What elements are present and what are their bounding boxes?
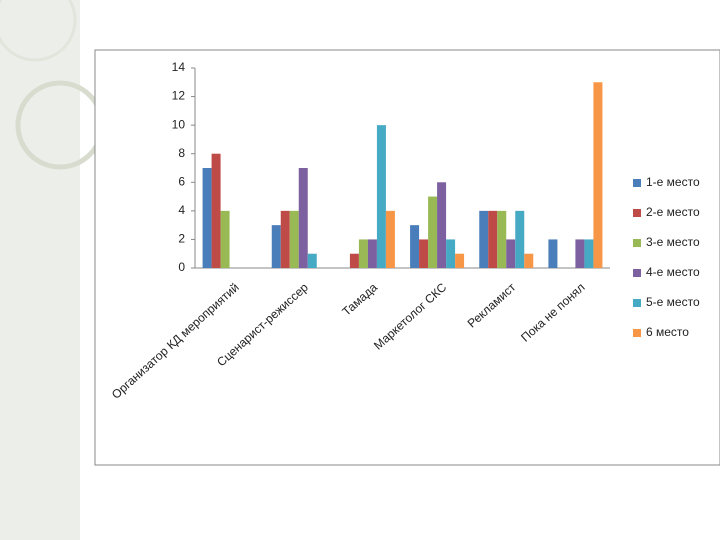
y-tick-label: 2 [178, 232, 185, 246]
side-strip [0, 0, 80, 540]
bar [358, 239, 368, 268]
bar [349, 253, 359, 268]
bar [307, 253, 317, 268]
bar [548, 239, 558, 268]
legend-swatch [633, 179, 641, 187]
legend-swatch [633, 269, 641, 277]
legend-label: 6 место [646, 325, 689, 339]
legend-label: 3-е место [646, 235, 700, 249]
bar [593, 82, 603, 269]
bar [280, 210, 290, 268]
bar [410, 225, 420, 268]
y-tick-label: 0 [178, 260, 185, 274]
legend-label: 5-е место [646, 295, 700, 309]
bar [506, 239, 516, 268]
legend-label: 4-е место [646, 265, 700, 279]
legend-swatch [633, 209, 641, 217]
legend-swatch [633, 299, 641, 307]
bar [271, 225, 281, 268]
bar [385, 210, 395, 268]
bar [419, 239, 429, 268]
bar [211, 153, 221, 268]
bar [202, 168, 212, 268]
y-tick-label: 6 [178, 174, 185, 188]
y-tick-label: 12 [172, 89, 186, 103]
bar [220, 210, 230, 268]
y-tick-label: 14 [172, 60, 186, 74]
y-tick-label: 4 [178, 203, 185, 217]
bar [367, 239, 377, 268]
bar [289, 210, 299, 268]
bar [488, 210, 498, 268]
decor-circle [0, 0, 77, 62]
bar [575, 239, 585, 268]
y-tick-label: 8 [178, 146, 185, 160]
bar [584, 239, 594, 268]
bar [376, 125, 386, 269]
bar [524, 253, 534, 268]
legend-swatch [633, 329, 641, 337]
bar [428, 196, 438, 268]
legend-swatch [633, 239, 641, 247]
y-tick-label: 10 [172, 117, 186, 131]
bar [455, 253, 465, 268]
bar [515, 210, 525, 268]
bar [497, 210, 507, 268]
bar [479, 210, 489, 268]
bar [437, 182, 447, 268]
bar [446, 239, 456, 268]
legend-label: 1-е место [646, 175, 700, 189]
legend-label: 2-е место [646, 205, 700, 219]
bar [298, 168, 308, 268]
chart-frame [94, 49, 720, 466]
